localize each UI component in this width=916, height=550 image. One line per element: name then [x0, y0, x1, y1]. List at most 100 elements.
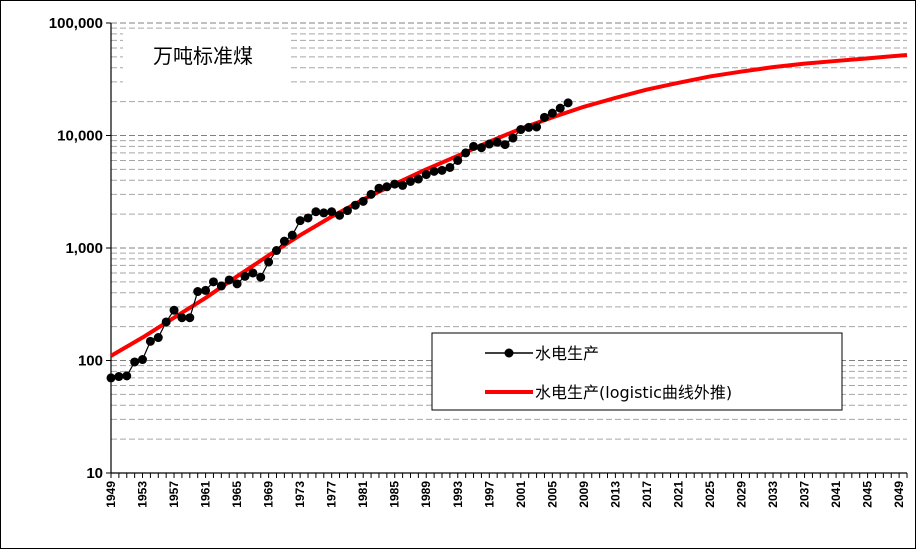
series-actual-point — [145, 336, 155, 346]
series-actual-point — [279, 236, 289, 246]
x-tick-label: 2033 — [766, 481, 780, 508]
series-actual-point — [516, 125, 526, 135]
x-tick-label: 1969 — [262, 481, 276, 508]
unit-label-background — [123, 29, 291, 84]
series-actual-point — [437, 165, 447, 175]
x-tick-label: 2021 — [671, 481, 685, 508]
series-actual-point — [185, 313, 195, 323]
y-tick-label: 10 — [86, 465, 103, 482]
series-actual-point — [366, 189, 376, 199]
series-actual-point — [256, 272, 266, 282]
series-actual-point — [224, 275, 234, 285]
x-tick-label: 1981 — [356, 481, 370, 508]
series-actual-point — [421, 170, 431, 180]
x-tick-label: 1949 — [104, 481, 118, 508]
y-tick-label: 100 — [78, 353, 103, 370]
x-tick-label: 1957 — [167, 481, 181, 508]
x-tick-label: 2017 — [640, 481, 654, 508]
x-tick-label: 2009 — [577, 481, 591, 508]
x-tick-label: 1977 — [325, 481, 339, 508]
series-actual-point — [539, 112, 549, 122]
y-tick-label: 10,000 — [57, 128, 103, 145]
series-actual-point — [413, 174, 423, 184]
series-actual-point — [547, 108, 557, 118]
series-actual-point — [177, 313, 187, 323]
series-actual-point — [208, 277, 218, 287]
series-actual-point — [130, 357, 140, 367]
series-actual-point — [453, 155, 463, 165]
x-tick-label: 1961 — [199, 481, 213, 508]
x-tick-labels: 1949 1953 1957 1961 1965 1969 1973 1977 1981 1985… — [104, 481, 906, 508]
series-actual-point — [382, 182, 392, 192]
x-tick-label: 1953 — [136, 481, 150, 508]
x-tick-label: 1997 — [482, 481, 496, 508]
series-actual-point — [524, 122, 534, 132]
x-tick-label: 2001 — [514, 481, 528, 508]
x-tick-label: 1965 — [230, 481, 244, 508]
x-tick-label: 1993 — [451, 481, 465, 508]
series-actual-point — [508, 133, 518, 143]
series-actual-point — [216, 281, 226, 291]
series-actual-point — [232, 279, 242, 289]
series-actual-point — [461, 148, 471, 158]
x-tick-label: 2013 — [608, 481, 622, 508]
legend-label-fit: 水电生产(logistic曲线外推) — [535, 383, 732, 402]
y-tick-label: 100,000 — [49, 15, 103, 32]
series-actual-point — [358, 196, 368, 206]
series-actual-point — [295, 216, 305, 226]
series-actual-point — [138, 355, 148, 365]
series-actual-point — [287, 230, 297, 240]
series-actual-point — [153, 333, 163, 343]
unit-label: 万吨标准煤 — [153, 44, 253, 68]
legend: 水电生产 水电生产(logistic曲线外推) — [431, 332, 843, 411]
series-actual-point — [327, 207, 337, 217]
x-tick-label: 2037 — [798, 481, 812, 508]
series-actual-point — [484, 139, 494, 149]
series-actual-point — [532, 122, 542, 132]
legend-label-actual: 水电生产 — [535, 344, 599, 363]
series-actual-point — [169, 305, 179, 315]
series-actual-point — [311, 207, 321, 217]
series-actual-point — [398, 180, 408, 190]
series-actual-point — [405, 177, 415, 187]
series-actual-point — [335, 210, 345, 220]
x-tick-label: 2049 — [892, 481, 906, 508]
x-tick-label: 2005 — [545, 481, 559, 508]
series-actual-point — [429, 166, 439, 176]
x-tick-label: 1989 — [419, 481, 433, 508]
series-actual-point — [319, 208, 329, 218]
y-tick-label: 1,000 — [65, 240, 103, 257]
series-actual-point — [272, 246, 282, 256]
series-actual-point — [555, 103, 565, 113]
x-tick-label: 2029 — [734, 481, 748, 508]
series-actual-point — [500, 140, 510, 150]
series-actual-point — [193, 287, 203, 297]
y-tick-labels: 10 100 1,000 10,000 100,000 — [49, 15, 103, 482]
x-tick-label: 1985 — [388, 481, 402, 508]
x-tick-label: 2041 — [829, 481, 843, 508]
series-actual-point — [563, 98, 573, 108]
series-actual-point — [248, 268, 258, 278]
series-actual-point — [106, 373, 116, 383]
series-actual-point — [122, 371, 132, 381]
series-actual-point — [445, 162, 455, 172]
x-tick-label: 2025 — [703, 481, 717, 508]
series-actual-point — [240, 271, 250, 281]
x-tick-label: 2045 — [861, 481, 875, 508]
legend-box — [431, 332, 843, 411]
series-actual-point — [390, 179, 400, 189]
series-actual-point — [476, 143, 486, 153]
axes — [106, 22, 908, 478]
series-actual-point — [342, 206, 352, 216]
series-actual-point — [264, 257, 274, 267]
series-actual-point — [469, 141, 479, 151]
series-actual-point — [374, 183, 384, 193]
series-actual-point — [492, 137, 502, 147]
legend-swatch-actual-marker — [504, 348, 514, 358]
series-actual-point — [201, 285, 211, 295]
series-actual-point — [350, 200, 360, 210]
series-actual-point — [161, 317, 171, 327]
series-actual-point — [114, 372, 124, 382]
